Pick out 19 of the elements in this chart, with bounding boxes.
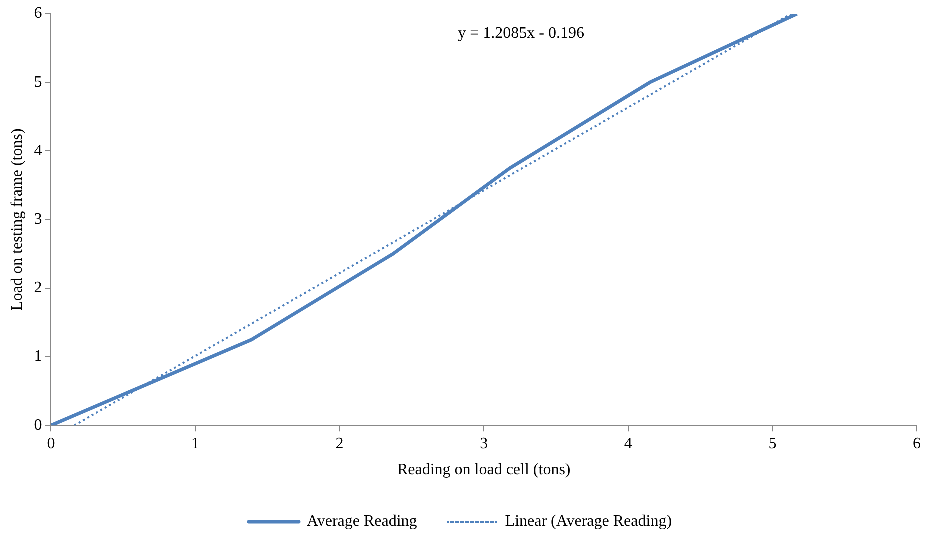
y-tick-label: 1: [34, 348, 42, 366]
y-tick-label: 2: [34, 280, 42, 297]
annotation: y = 1.2085x - 0.196: [458, 25, 584, 42]
x-tick-label: 6: [913, 435, 921, 452]
y-tick-label: 0: [34, 416, 42, 434]
legend-label: Linear (Average Reading): [505, 513, 672, 530]
x-tick-label: 0: [47, 435, 56, 452]
x-axis-title: Reading on load cell (tons): [397, 462, 571, 479]
x-tick-label: 3: [480, 435, 488, 452]
x-tick-label: 4: [624, 435, 632, 452]
y-tick-label: 4: [34, 142, 42, 160]
y-tick-label: 3: [34, 211, 42, 228]
x-tick-label: 1: [192, 435, 200, 452]
y-tick-label: 5: [34, 74, 42, 91]
x-tick-label: 5: [768, 435, 777, 452]
legend-label: Average Reading: [306, 513, 418, 530]
y-tick-label: 6: [34, 5, 42, 22]
x-tick-label: 2: [336, 435, 344, 452]
y-axis-title: Load on testing frame (tons): [8, 128, 26, 311]
